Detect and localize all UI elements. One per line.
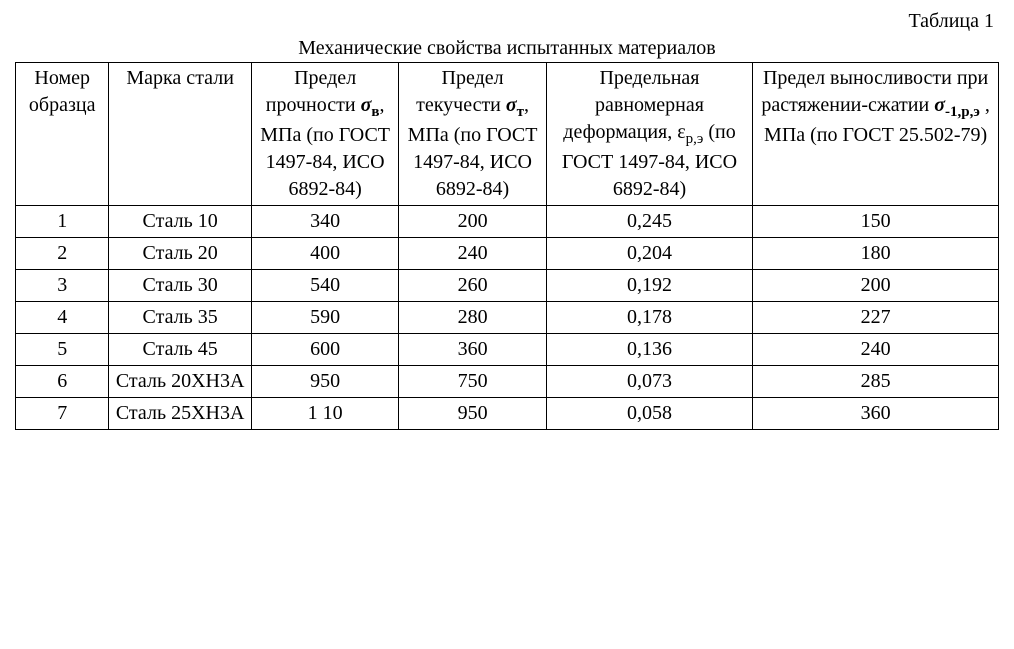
cell-sample-number: 5 xyxy=(16,334,109,366)
cell-yield-strength: 260 xyxy=(399,270,546,302)
cell-uniform-strain: 0,058 xyxy=(546,398,752,430)
epsilon-symbol: ε xyxy=(677,121,685,143)
sigma-subscript: т xyxy=(517,104,524,120)
table-row: 7Сталь 25ХН3А1 109500,058360 xyxy=(16,398,999,430)
sigma-symbol: σ xyxy=(934,94,945,116)
cell-steel-grade: Сталь 35 xyxy=(109,302,252,334)
cell-tensile-strength: 540 xyxy=(251,270,398,302)
epsilon-subscript: р,э xyxy=(686,131,704,147)
cell-uniform-strain: 0,204 xyxy=(546,238,752,270)
cell-fatigue-limit: 150 xyxy=(753,206,999,238)
table-row: 3Сталь 305402600,192200 xyxy=(16,270,999,302)
table-row: 6Сталь 20ХН3А9507500,073285 xyxy=(16,366,999,398)
cell-fatigue-limit: 285 xyxy=(753,366,999,398)
cell-sample-number: 4 xyxy=(16,302,109,334)
cell-sample-number: 7 xyxy=(16,398,109,430)
col-header-steel-grade: Марка стали xyxy=(109,63,252,206)
table-number-label: Таблица 1 xyxy=(15,10,994,33)
col-header-fatigue-limit: Предел выносливости при растяжении-сжати… xyxy=(753,63,999,206)
table-row: 5Сталь 456003600,136240 xyxy=(16,334,999,366)
cell-uniform-strain: 0,073 xyxy=(546,366,752,398)
cell-steel-grade: Сталь 25ХН3А xyxy=(109,398,252,430)
cell-steel-grade: Сталь 10 xyxy=(109,206,252,238)
cell-uniform-strain: 0,136 xyxy=(546,334,752,366)
cell-tensile-strength: 950 xyxy=(251,366,398,398)
cell-uniform-strain: 0,192 xyxy=(546,270,752,302)
sigma-symbol: σ xyxy=(361,94,372,116)
header-text: Предел текучести xyxy=(416,67,506,116)
cell-yield-strength: 950 xyxy=(399,398,546,430)
sigma-symbol: σ xyxy=(506,94,517,116)
table-header-row: Номер образца Марка стали Предел прочнос… xyxy=(16,63,999,206)
cell-fatigue-limit: 227 xyxy=(753,302,999,334)
table-row: 2Сталь 204002400,204180 xyxy=(16,238,999,270)
cell-fatigue-limit: 360 xyxy=(753,398,999,430)
sigma-subscript: -1,р,э xyxy=(945,104,980,120)
cell-steel-grade: Сталь 20 xyxy=(109,238,252,270)
cell-yield-strength: 280 xyxy=(399,302,546,334)
cell-sample-number: 6 xyxy=(16,366,109,398)
cell-fatigue-limit: 200 xyxy=(753,270,999,302)
cell-yield-strength: 200 xyxy=(399,206,546,238)
table-row: 1Сталь 103402000,245150 xyxy=(16,206,999,238)
cell-yield-strength: 750 xyxy=(399,366,546,398)
materials-properties-table: Номер образца Марка стали Предел прочнос… xyxy=(15,62,999,430)
cell-steel-grade: Сталь 30 xyxy=(109,270,252,302)
col-header-uniform-strain: Предельная равномерная деформация, εр,э … xyxy=(546,63,752,206)
col-header-sample-number: Номер образца xyxy=(16,63,109,206)
cell-fatigue-limit: 180 xyxy=(753,238,999,270)
table-body: 1Сталь 103402000,2451502Сталь 204002400,… xyxy=(16,206,999,430)
col-header-yield-strength: Предел текучести σт, МПа (по ГОСТ 1497-8… xyxy=(399,63,546,206)
cell-steel-grade: Сталь 45 xyxy=(109,334,252,366)
cell-tensile-strength: 340 xyxy=(251,206,398,238)
table-caption: Механические свойства испытанных материа… xyxy=(15,37,999,60)
cell-uniform-strain: 0,178 xyxy=(546,302,752,334)
cell-sample-number: 2 xyxy=(16,238,109,270)
table-row: 4Сталь 355902800,178227 xyxy=(16,302,999,334)
col-header-tensile-strength: Предел прочности σв, МПа (по ГОСТ 1497-8… xyxy=(251,63,398,206)
cell-sample-number: 3 xyxy=(16,270,109,302)
cell-uniform-strain: 0,245 xyxy=(546,206,752,238)
cell-yield-strength: 240 xyxy=(399,238,546,270)
cell-tensile-strength: 1 10 xyxy=(251,398,398,430)
cell-steel-grade: Сталь 20ХН3А xyxy=(109,366,252,398)
cell-yield-strength: 360 xyxy=(399,334,546,366)
cell-sample-number: 1 xyxy=(16,206,109,238)
header-text: Предел прочности xyxy=(266,67,361,116)
cell-tensile-strength: 400 xyxy=(251,238,398,270)
cell-tensile-strength: 590 xyxy=(251,302,398,334)
cell-tensile-strength: 600 xyxy=(251,334,398,366)
cell-fatigue-limit: 240 xyxy=(753,334,999,366)
